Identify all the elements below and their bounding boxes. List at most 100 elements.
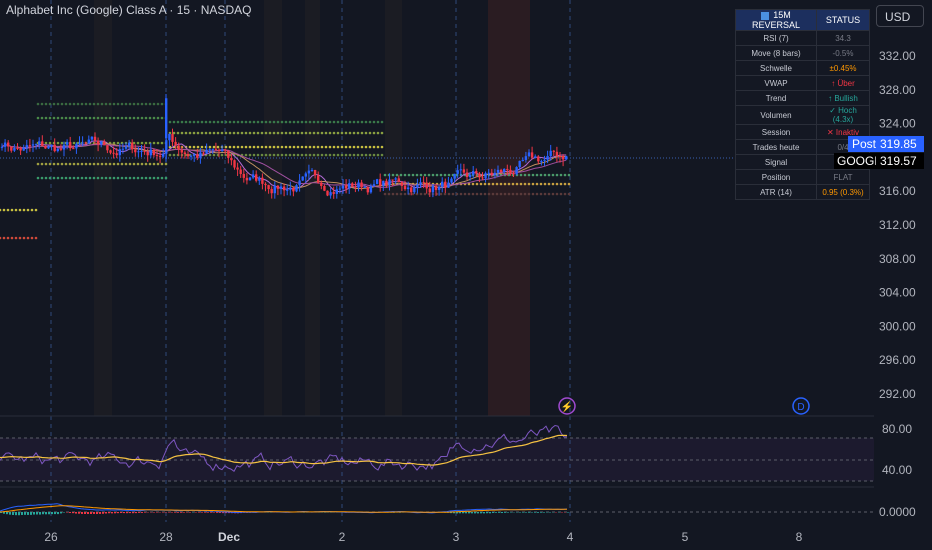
- pivot-dot: [140, 116, 144, 120]
- macd-histogram-bar: [105, 512, 107, 514]
- pivot-dot: [380, 145, 384, 149]
- pivot-dot: [364, 153, 368, 157]
- pivot-dot: [300, 120, 304, 124]
- macd-histogram-bar: [180, 512, 182, 513]
- macd-histogram-bar: [132, 512, 134, 514]
- pivot-dot: [531, 173, 535, 177]
- candle-body: [444, 181, 447, 188]
- pivot-dot: [216, 120, 220, 124]
- currency-selector[interactable]: USD: [876, 5, 924, 27]
- candle-body: [56, 148, 59, 152]
- pivot-dot: [380, 120, 384, 124]
- status-value: ✓ Hoch (4.3x): [816, 105, 870, 125]
- pivot-dot: [188, 131, 192, 135]
- time-axis-label: 28: [159, 530, 173, 544]
- pivot-dot: [30, 208, 34, 212]
- pivot-dot: [348, 120, 352, 124]
- candle-body: [459, 169, 462, 171]
- candle-body: [189, 155, 193, 157]
- candle-body: [565, 156, 568, 160]
- pivot-dot: [272, 120, 276, 124]
- pivot-dot: [316, 131, 320, 135]
- pivot-dot: [148, 176, 152, 180]
- pivot-dot: [284, 120, 288, 124]
- pivot-dot: [372, 145, 376, 149]
- candle-body: [434, 185, 438, 191]
- pivot-dot: [344, 145, 348, 149]
- pivot-dot: [527, 182, 531, 186]
- macd-histogram-bar: [498, 512, 500, 513]
- candle-body: [270, 189, 273, 194]
- pivot-dot: [316, 153, 320, 157]
- pivot-dot: [184, 131, 188, 135]
- candle-body: [224, 149, 227, 151]
- pivot-dot: [72, 176, 76, 180]
- signal-line: [0, 505, 567, 513]
- pivot-dot: [296, 120, 300, 124]
- macd-histogram-bar: [171, 512, 173, 513]
- pivot-dot: [280, 145, 284, 149]
- pivot-dot: [152, 162, 156, 166]
- pivot-dot: [120, 116, 124, 120]
- macd-histogram-bar: [108, 512, 110, 514]
- pivot-dot: [244, 120, 248, 124]
- pivot-dot: [383, 173, 387, 177]
- candle-body: [10, 146, 13, 151]
- candle-body: [552, 150, 555, 152]
- pivot-dot: [2, 208, 6, 212]
- price-axis-label: 324.00: [879, 117, 916, 131]
- pivot-dot: [352, 153, 356, 157]
- pivot-dot: [260, 153, 264, 157]
- pivot-dot: [248, 120, 252, 124]
- pivot-dot: [272, 153, 276, 157]
- pivot-dot: [124, 162, 128, 166]
- pivot-dot: [543, 182, 547, 186]
- pivot-dot: [144, 162, 148, 166]
- pivot-dot: [192, 145, 196, 149]
- candle-body: [338, 188, 342, 190]
- candle-body: [251, 174, 255, 178]
- macd-histogram-bar: [483, 512, 485, 514]
- symbol-title[interactable]: Alphabet Inc (Google) Class A · 15 · NAS…: [6, 3, 252, 17]
- pivot-dot: [10, 236, 14, 240]
- macd-histogram-bar: [0, 512, 2, 514]
- candle-body: [155, 155, 159, 157]
- macd-histogram-bar: [501, 512, 503, 514]
- pivot-dot: [132, 176, 136, 180]
- candle-body: [546, 156, 549, 160]
- candle-body: [304, 173, 307, 177]
- candle-body: [261, 177, 264, 184]
- pivot-dot: [88, 102, 92, 106]
- candle-body: [72, 148, 75, 150]
- candle-body: [183, 152, 187, 155]
- pivot-dot: [248, 145, 252, 149]
- macd-histogram-bar: [36, 512, 38, 515]
- pivot-dot: [56, 176, 60, 180]
- macd-histogram-bar: [114, 512, 116, 514]
- pivot-dot: [336, 153, 340, 157]
- pivot-dot: [455, 192, 459, 196]
- pivot-dot: [419, 173, 423, 177]
- pivot-dot: [40, 116, 44, 120]
- macd-histogram-bar: [87, 512, 89, 514]
- pivot-dot: [152, 116, 156, 120]
- pivot-dot: [380, 131, 384, 135]
- pivot-dot: [52, 102, 56, 106]
- pivot-dot: [244, 145, 248, 149]
- chart-icon: [761, 11, 770, 20]
- macd-histogram-bar: [525, 512, 527, 513]
- pivot-dot: [288, 145, 292, 149]
- pivot-dot: [344, 120, 348, 124]
- pivot-dot: [360, 145, 364, 149]
- candle-body: [65, 142, 69, 145]
- status-value: FLAT: [816, 169, 870, 185]
- candle-body: [447, 182, 450, 188]
- candle-body: [149, 149, 152, 156]
- pivot-dot: [304, 153, 308, 157]
- pivot-dot: [116, 141, 120, 145]
- pivot-dot: [276, 131, 280, 135]
- pivot-dot: [108, 116, 112, 120]
- macd-histogram-bar: [468, 512, 470, 514]
- pivot-dot: [60, 116, 64, 120]
